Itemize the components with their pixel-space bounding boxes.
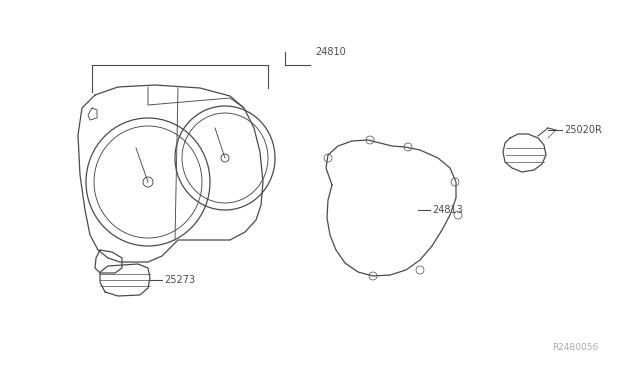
Text: R2480056: R2480056 [552,343,598,353]
Text: 25273: 25273 [164,275,195,285]
Text: 24813: 24813 [432,205,463,215]
Text: 25020R: 25020R [564,125,602,135]
Text: 24810: 24810 [315,47,346,57]
